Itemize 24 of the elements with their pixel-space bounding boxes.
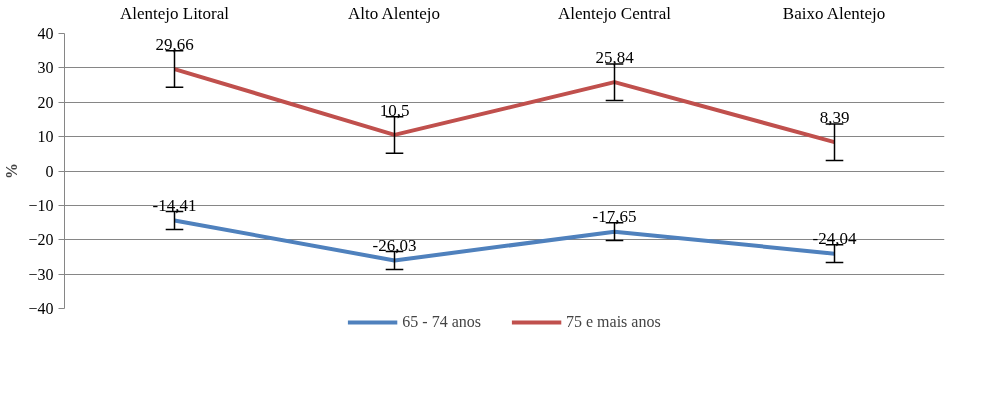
legend-label: 75 e mais anos: [566, 313, 661, 331]
y-tick-label: −20: [28, 231, 54, 249]
y-tick-label: 40: [37, 25, 54, 42]
data-label: 10,5: [379, 100, 410, 120]
y-tick-label: −40: [28, 300, 54, 317]
y-tick-label: 30: [37, 59, 54, 77]
x-tick-label: Alentejo Central: [558, 3, 672, 23]
x-tick-label: Alentejo Litoral: [119, 3, 230, 23]
y-tick-label: −30: [28, 265, 54, 283]
y-tick-label: 20: [37, 93, 54, 111]
y-axis-title: %: [3, 163, 21, 179]
data-label: 29,66: [155, 34, 194, 54]
data-label: -17,65: [592, 206, 637, 226]
data-label: 25,84: [595, 47, 635, 67]
y-tick-label: 0: [45, 162, 54, 180]
data-label: -14,41: [152, 195, 197, 215]
y-tick-label: −10: [28, 196, 54, 214]
data-label: -26,03: [372, 235, 417, 255]
data-label: -24,04: [812, 228, 857, 248]
data-label: 8,39: [819, 107, 850, 127]
legend-label: 65 - 74 anos: [402, 313, 481, 331]
y-tick-label: 10: [37, 128, 54, 146]
x-tick-label: Baixo Alentejo: [782, 3, 886, 23]
x-tick-label: Alto Alentejo: [347, 3, 441, 23]
